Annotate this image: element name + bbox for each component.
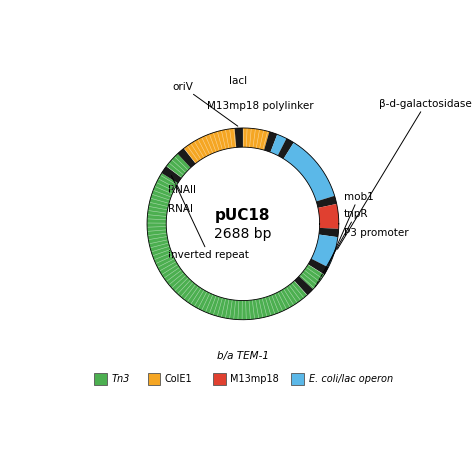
Polygon shape xyxy=(319,228,339,237)
Text: P3 promoter: P3 promoter xyxy=(344,228,408,239)
Polygon shape xyxy=(316,196,337,208)
FancyBboxPatch shape xyxy=(292,373,304,385)
Polygon shape xyxy=(278,138,294,159)
FancyBboxPatch shape xyxy=(94,373,107,385)
Text: mob1: mob1 xyxy=(324,192,374,275)
FancyBboxPatch shape xyxy=(147,373,160,385)
Polygon shape xyxy=(264,132,277,152)
FancyBboxPatch shape xyxy=(213,373,226,385)
Polygon shape xyxy=(147,173,307,320)
Polygon shape xyxy=(162,166,182,183)
Text: E. coli/lac operon: E. coli/lac operon xyxy=(309,374,393,384)
Text: pUC18: pUC18 xyxy=(215,208,271,223)
Polygon shape xyxy=(178,149,196,168)
Polygon shape xyxy=(184,128,236,163)
Text: M13mp18: M13mp18 xyxy=(230,374,279,384)
Text: 2688 bp: 2688 bp xyxy=(214,227,272,241)
Text: tnpR: tnpR xyxy=(315,209,368,287)
Text: β-d-galactosidase: β-d-galactosidase xyxy=(337,99,472,249)
Polygon shape xyxy=(299,264,324,289)
Polygon shape xyxy=(318,204,339,229)
Polygon shape xyxy=(243,128,269,150)
Polygon shape xyxy=(166,154,191,177)
Polygon shape xyxy=(235,128,243,148)
Polygon shape xyxy=(283,142,335,201)
Polygon shape xyxy=(308,259,328,275)
Text: M13mp18 polylinker: M13mp18 polylinker xyxy=(207,101,313,111)
Text: oriV: oriV xyxy=(172,82,238,126)
Polygon shape xyxy=(311,234,338,268)
Text: Tn3: Tn3 xyxy=(111,374,130,384)
Text: inverted repeat: inverted repeat xyxy=(168,176,249,260)
Text: lacI: lacI xyxy=(229,76,247,86)
Text: RNAI: RNAI xyxy=(168,205,193,214)
Text: b/a TEM-1: b/a TEM-1 xyxy=(217,351,269,361)
Text: RNAII: RNAII xyxy=(168,185,196,195)
Text: ColE1: ColE1 xyxy=(165,374,192,384)
Polygon shape xyxy=(294,276,313,295)
Polygon shape xyxy=(270,134,286,156)
